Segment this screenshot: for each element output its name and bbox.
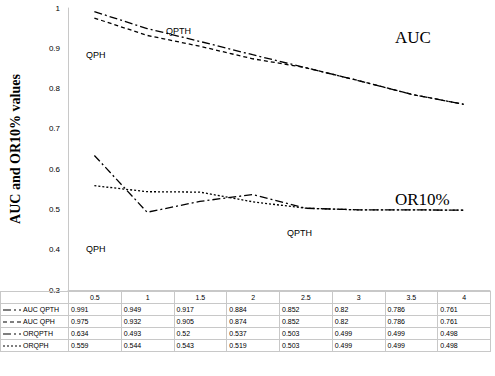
svg-text:0.9: 0.9 <box>49 44 61 53</box>
html-text:0.991: 0.991 <box>71 306 89 313</box>
html-text:0.499: 0.499 <box>387 342 405 349</box>
svg-text:0.6: 0.6 <box>49 165 61 174</box>
html-text:0.544: 0.544 <box>123 342 142 349</box>
html-text:0.493: 0.493 <box>123 330 142 337</box>
html-text:0.852: 0.852 <box>282 306 300 313</box>
html-text:0.503: 0.503 <box>282 342 300 349</box>
html-text:0.761: 0.761 <box>440 306 458 313</box>
html-text:0.82: 0.82 <box>334 318 349 325</box>
html-text:OR10%: OR10% <box>395 190 450 209</box>
html-text:0.917: 0.917 <box>176 306 194 313</box>
html-text:0.519: 0.519 <box>229 342 247 349</box>
html-text:0.537: 0.537 <box>229 330 247 337</box>
svg-text:0.5: 0.5 <box>49 205 61 214</box>
html-text:0.5: 0.5 <box>90 294 100 301</box>
svg-text:0.7: 0.7 <box>49 124 61 133</box>
html-text:AUC QPTH: AUC QPTH <box>23 305 60 313</box>
html-text:0.503: 0.503 <box>282 330 300 337</box>
html-text:0.499: 0.499 <box>334 342 353 349</box>
html-text:0.884: 0.884 <box>229 306 247 313</box>
html-text:0.498: 0.498 <box>440 342 458 349</box>
html-text:0.761: 0.761 <box>440 318 458 325</box>
html-text:0.499: 0.499 <box>387 330 405 337</box>
html-text:0.874: 0.874 <box>229 318 247 325</box>
svg-text:AUC and OR10% values: AUC and OR10% values <box>8 74 23 224</box>
html-text:AUC QPH: AUC QPH <box>23 317 55 325</box>
html-text:0.932: 0.932 <box>123 318 142 325</box>
html-text:0.543: 0.543 <box>176 342 194 349</box>
html-text:1.5: 1.5 <box>195 294 206 301</box>
svg-text:0.4: 0.4 <box>49 245 61 254</box>
svg-text:0.8: 0.8 <box>49 84 61 93</box>
html-text:QPH: QPH <box>86 50 106 60</box>
svg-text:0.3: 0.3 <box>49 286 61 295</box>
html-text:0.949: 0.949 <box>123 306 142 313</box>
html-text:3.5: 3.5 <box>406 294 417 301</box>
html-text:0.559: 0.559 <box>71 342 89 349</box>
html-text:QPH: QPH <box>86 244 106 254</box>
html-text:0.498: 0.498 <box>440 330 458 337</box>
html-text:0.975: 0.975 <box>71 318 89 325</box>
html-text:ORQPH: ORQPH <box>23 341 49 349</box>
html-text:0.82: 0.82 <box>334 306 349 313</box>
html-text:0.852: 0.852 <box>282 318 300 325</box>
html-text:0.905: 0.905 <box>176 318 194 325</box>
html-text:0.786: 0.786 <box>387 318 405 325</box>
html-text:0.634: 0.634 <box>71 330 89 337</box>
html-text:3: 3 <box>356 294 361 301</box>
html-text:2: 2 <box>251 294 256 301</box>
html-text:QPTH: QPTH <box>287 228 312 238</box>
html-text:0.52: 0.52 <box>176 330 191 337</box>
html-text:4: 4 <box>462 294 467 301</box>
html-text:0.786: 0.786 <box>387 306 405 313</box>
html-text:1: 1 <box>145 294 150 301</box>
svg-text:1: 1 <box>56 4 61 13</box>
html-text:ORQPTH: ORQPTH <box>23 329 53 337</box>
html-text:0.499: 0.499 <box>334 330 353 337</box>
html-text:QPTH: QPTH <box>166 26 191 36</box>
html-text:AUC: AUC <box>395 28 431 47</box>
html-text:2.5: 2.5 <box>301 294 311 301</box>
